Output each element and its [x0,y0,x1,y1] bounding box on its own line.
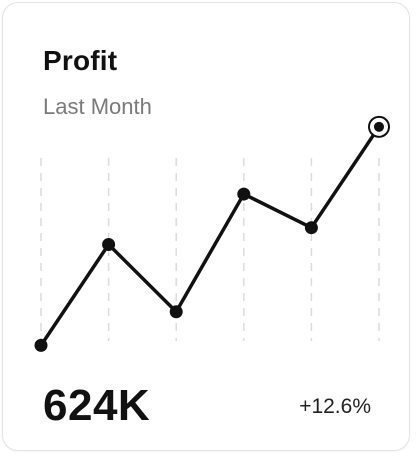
profit-line-chart [34,115,390,352]
profit-change-badge: +12.6% [299,395,371,418]
data-point[interactable] [102,238,116,251]
data-point[interactable] [169,305,183,319]
card-title: Profit [43,45,118,76]
data-point[interactable] [237,187,251,201]
card-subtitle: Last Month [43,94,152,119]
profit-card[interactable]: Profit Last Month 624K +12.6% [2,2,410,451]
data-point[interactable] [34,338,48,352]
data-point[interactable] [304,221,318,235]
profit-series-line [39,125,381,348]
highlight-data-point[interactable] [374,121,384,132]
profit-value: 624K [43,381,151,430]
data-points [34,115,390,352]
